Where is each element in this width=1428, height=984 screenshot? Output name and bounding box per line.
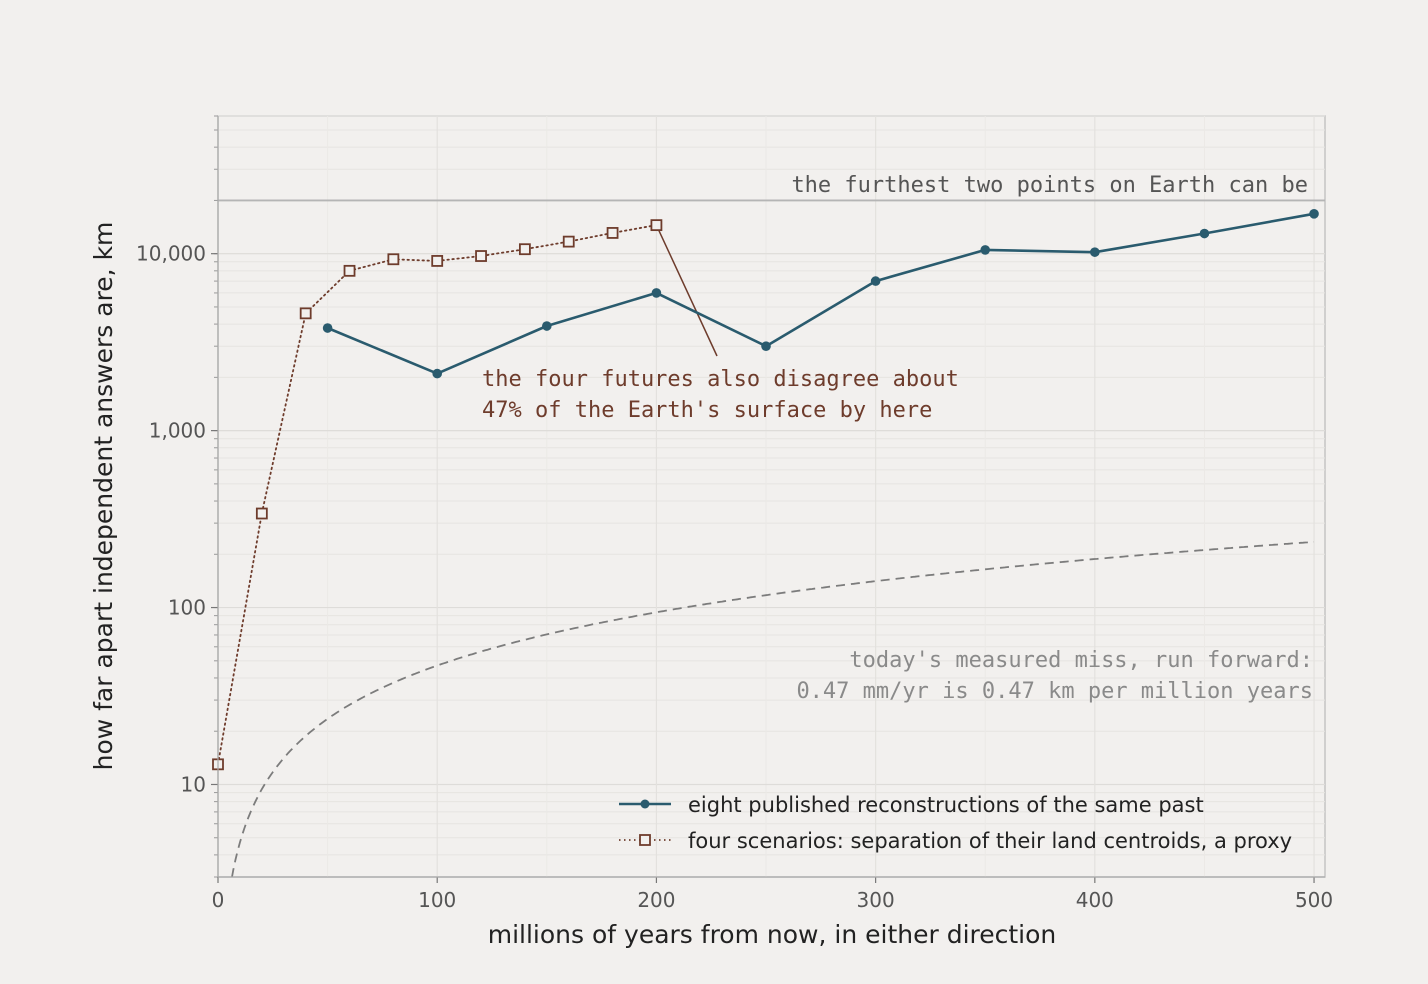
reconstructions-point — [651, 288, 662, 298]
annotation-leader-line — [655, 224, 718, 357]
x-tick-label: 0 — [212, 888, 225, 912]
scenarios-point — [343, 264, 356, 277]
y-tick-label: 100 — [168, 596, 206, 620]
y-tick-label: 1,000 — [149, 419, 206, 443]
plot-background — [217, 115, 1326, 878]
y-tick-label: 10 — [181, 772, 206, 796]
scenarios-point — [518, 243, 531, 256]
reconstructions-line — [327, 212, 1315, 375]
scenarios-point — [475, 250, 487, 262]
measured-miss-label-line-1: today's measured miss, run forward: — [849, 648, 1313, 673]
scenarios-point — [255, 507, 268, 520]
measured-miss-label-line-2: 0.47 mm/yr is 0.47 km per million years — [796, 679, 1313, 704]
annotation-line-1: the four futures also disagree about — [482, 367, 959, 392]
x-tick-label: 100 — [418, 888, 456, 912]
x-axis-title: millions of years from now, in either di… — [488, 920, 1057, 949]
axes: 10 100 1,000 10,000 0 100 200 300 400 500 — [136, 115, 1333, 912]
reconstructions-point — [761, 341, 771, 351]
y-tick-label: 10,000 — [136, 242, 206, 266]
legend: eight published reconstructions of the s… — [619, 793, 1292, 853]
annotation-line-2: 47% of the Earth's surface by here — [482, 398, 932, 423]
max-distance-label: the furthest two points on Earth can be — [791, 173, 1308, 198]
reconstructions-point — [870, 276, 881, 286]
reconstructions-point — [542, 321, 552, 331]
scenarios-point — [431, 255, 444, 267]
series — [212, 209, 1319, 771]
reconstructions-point — [1199, 228, 1210, 239]
legend-label-scenarios: four scenarios: separation of their land… — [688, 829, 1292, 853]
scenarios-point — [650, 219, 663, 232]
scenarios-point — [562, 235, 575, 248]
reconstructions-point — [432, 368, 443, 379]
x-tick-label: 400 — [1076, 888, 1114, 912]
reconstructions-point — [322, 323, 333, 333]
x-tick-label: 300 — [857, 888, 895, 912]
legend-marker-scenarios — [639, 834, 651, 846]
measured-miss-curve — [231, 541, 1315, 878]
reconstructions-point — [1309, 209, 1319, 219]
reference-lines — [218, 199, 1325, 878]
x-tick-label: 500 — [1295, 888, 1333, 912]
y-axis-title: how far apart independent answers are, k… — [89, 222, 118, 771]
scenarios-point — [299, 307, 312, 320]
reconstructions-point — [980, 245, 991, 255]
grid — [217, 115, 1325, 878]
x-tick-label: 200 — [637, 888, 675, 912]
reconstructions-point — [1090, 247, 1100, 257]
scenarios-point — [387, 253, 400, 266]
legend-label-reconstructions: eight published reconstructions of the s… — [688, 793, 1204, 817]
scenarios-point — [606, 227, 619, 239]
legend-marker-reconstructions — [640, 799, 650, 809]
